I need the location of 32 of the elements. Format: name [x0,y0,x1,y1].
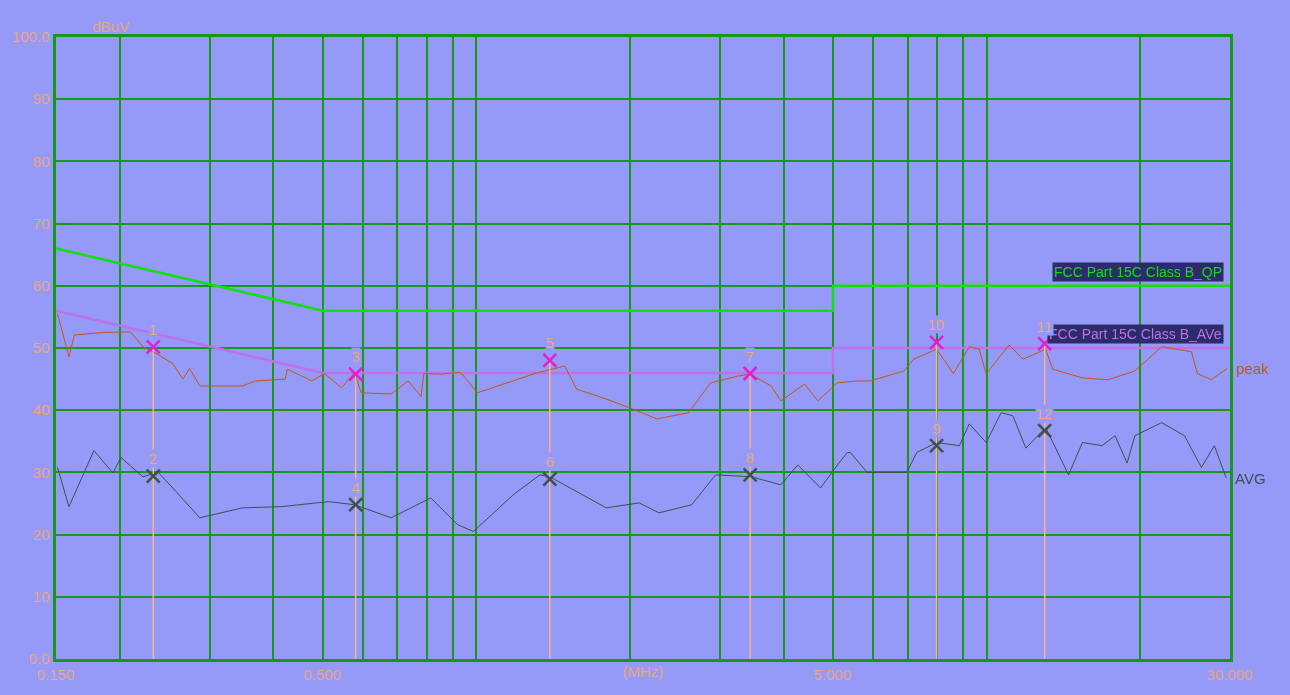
annotation: 1 [149,321,158,338]
x-tick-label: 0.150 [37,666,75,683]
series-label: peak [1236,360,1270,377]
y-axis-title: dBuV [93,18,130,35]
annotation: 12 [1036,405,1053,422]
annotation: 6 [546,453,555,470]
annotation: 5 [546,334,555,351]
x-tick-label: 5.000 [814,666,852,683]
y-tick-label: 20 [33,525,50,543]
annotation: 7 [746,348,755,365]
y-tick-label: 80 [33,152,50,170]
y-tick-label: 30 [33,463,50,481]
annotation: 3 [352,348,361,365]
y-tick-label: 0.0 [29,650,50,668]
y-tick-label: 70 [33,214,50,232]
annotation: 11 [1037,318,1053,335]
series-label: FCC Part 15C Class B_QP [1054,264,1223,280]
x-axis-title: (MHz) [623,663,664,680]
x-tick-label: 0.500 [304,666,342,683]
annotation: 9 [933,420,942,437]
y-tick-label: 100.0 [12,28,50,46]
y-tick-label: 60 [33,277,50,295]
annotation: 4 [352,479,361,496]
y-tick-label: 90 [33,90,50,108]
x-tick-label: 30.000 [1207,666,1253,683]
y-tick-label: 10 [33,588,50,606]
annotation: 8 [746,449,755,466]
y-tick-label: 50 [33,339,50,357]
annotation: 10 [928,316,945,333]
y-tick-label: 40 [33,401,50,419]
annotation: 2 [149,450,158,467]
series-label: AVG [1235,470,1266,487]
